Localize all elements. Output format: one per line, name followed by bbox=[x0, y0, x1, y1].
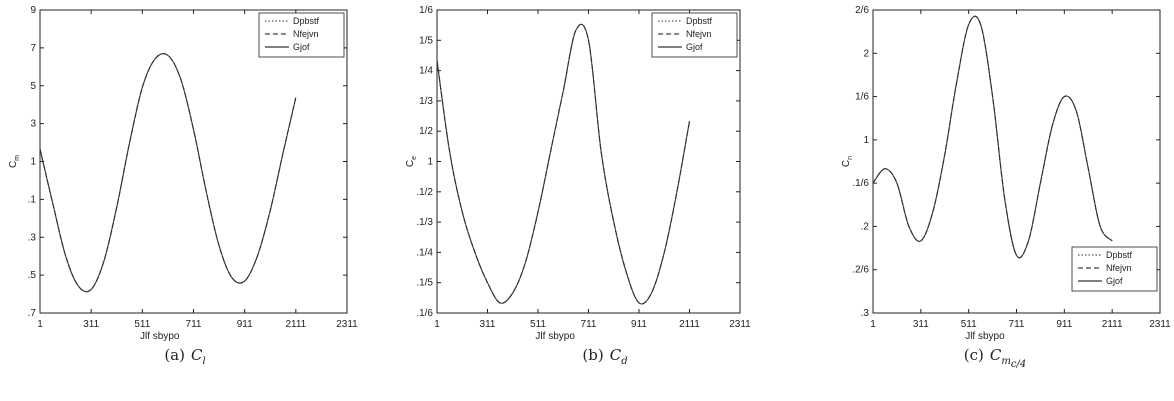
legend-label-2: Nfejvn bbox=[293, 29, 319, 39]
x-tick-label: 911 bbox=[631, 319, 647, 330]
x-tick-label: 511 bbox=[961, 319, 977, 330]
y-axis-label: Ce bbox=[405, 156, 418, 167]
y-tick-label: 1/6 bbox=[419, 5, 433, 16]
y-tick-label: .1/3 bbox=[416, 217, 433, 228]
y-tick-label: 7 bbox=[30, 43, 36, 54]
legend-label-1: Dpbstf bbox=[686, 16, 713, 26]
y-axis-label-group: Cm bbox=[8, 155, 21, 168]
series-line-1 bbox=[872, 15, 1113, 259]
x-tick-label: 1 bbox=[870, 319, 876, 330]
x-tick-label: 2311 bbox=[729, 319, 751, 330]
x-tick-label: 711 bbox=[186, 319, 202, 330]
series-line-3 bbox=[436, 23, 690, 305]
chart-panel-b: 1 311 511 711 911 2111 2311 1/6 1/5 1/4 1/3 1/2 1.1/… bbox=[395, 0, 775, 401]
y-tick-label: 2/6 bbox=[855, 5, 869, 16]
x-tick-label: 2111 bbox=[1102, 319, 1123, 330]
y-tick-label: 1/4 bbox=[419, 66, 433, 77]
x-axis-label: Jlf sbypo bbox=[965, 331, 1005, 342]
y-axis-label-sub: n bbox=[847, 156, 854, 160]
x-tick-label: 711 bbox=[581, 319, 597, 330]
y-tick-label: .2 bbox=[861, 221, 870, 232]
caption-c: (c) Cmc/4 bbox=[885, 346, 1105, 370]
x-tick-label: 2111 bbox=[285, 319, 306, 330]
caption-c-subscript: m bbox=[1001, 356, 1011, 367]
caption-a-symbol: C bbox=[190, 346, 203, 364]
caption-c-symbol: C bbox=[989, 346, 1002, 364]
caption-a: (a) Cl bbox=[75, 346, 295, 367]
y-tick-label: 1/2 bbox=[419, 126, 433, 137]
legend-label-2: Nfejvn bbox=[1106, 263, 1132, 273]
legend-label-2: Nfejvn bbox=[686, 29, 712, 39]
series-line-1 bbox=[436, 23, 691, 305]
x-tick-label: 1 bbox=[37, 319, 43, 330]
x-tick-label: 311 bbox=[480, 319, 496, 330]
y-tick-label: .5 bbox=[28, 270, 37, 281]
chart-panel-a: 1 311 511 711 911 2111 2311 9 7 5 3 1 .1 .3 .5 .7 Jlf sb… bbox=[0, 0, 380, 401]
y-tick-label: 1 bbox=[863, 135, 869, 146]
y-axis-label: Cn bbox=[841, 156, 854, 167]
legend-label-1: Dpbstf bbox=[1106, 250, 1133, 260]
x-tick-label: 511 bbox=[134, 319, 150, 330]
series-line-3 bbox=[872, 15, 1113, 259]
x-tick-label: 2111 bbox=[679, 319, 700, 330]
y-axis-label: Cm bbox=[8, 155, 21, 168]
y-axis-label-group: Cn bbox=[841, 156, 854, 167]
caption-a-tag: (a) bbox=[164, 346, 185, 364]
series-line-2 bbox=[436, 23, 691, 305]
x-axis-label: Jlf sbypo bbox=[140, 331, 180, 342]
x-tick-label: 1 bbox=[434, 319, 440, 330]
caption-c-tag: (c) bbox=[963, 346, 984, 364]
chart-a-svg: 1 311 511 711 911 2111 2311 9 7 5 3 1 .1 .3 .5 .7 Jlf sb… bbox=[8, 5, 358, 342]
y-axis-label-sub: e bbox=[411, 156, 418, 160]
caption-a-subscript: l bbox=[202, 356, 206, 367]
y-tick-label: .7 bbox=[28, 308, 37, 319]
y-tick-label: 3 bbox=[30, 119, 36, 130]
x-axis-label: Jlf sbypo bbox=[535, 331, 575, 342]
y-tick-label: .1/6 bbox=[416, 308, 433, 319]
y-tick-label: .1/2 bbox=[416, 187, 433, 198]
y-tick-label: 1/5 bbox=[419, 35, 433, 46]
y-tick-label: .1/6 bbox=[852, 178, 869, 189]
caption-b-subscript: d bbox=[621, 356, 628, 367]
caption-b: (b) Cd bbox=[495, 346, 715, 367]
legend-label-3: Gjof bbox=[1106, 276, 1123, 286]
series-line-3 bbox=[39, 53, 297, 293]
y-tick-label: 1 bbox=[427, 157, 433, 168]
y-tick-label: .3 bbox=[861, 308, 870, 319]
y-tick-label: .1 bbox=[28, 194, 37, 205]
series-line-2 bbox=[872, 15, 1113, 259]
x-tick-label: 711 bbox=[1009, 319, 1025, 330]
y-tick-label: 2 bbox=[863, 48, 869, 59]
y-tick-label: .3 bbox=[28, 232, 37, 243]
chart-b-svg: 1 311 511 711 911 2111 23111/61/51/41/31/21.1/… bbox=[405, 5, 751, 342]
legend-label-3: Gjof bbox=[293, 42, 310, 52]
x-tick-label: 2311 bbox=[336, 319, 358, 330]
legend-label-3: Gjof bbox=[686, 42, 703, 52]
y-tick-label: .1/4 bbox=[416, 247, 433, 258]
chart-c-svg: 1 311 511 711 911 2111 2311 2/6 2 1/6 1 .1/6 .2 .2/6.… bbox=[841, 5, 1171, 342]
y-tick-label: 1/3 bbox=[419, 96, 433, 107]
y-tick-label: 1/6 bbox=[855, 92, 869, 103]
y-axis-label-group: Ce bbox=[405, 156, 418, 167]
x-tick-label: 2311 bbox=[1149, 319, 1171, 330]
y-tick-label: 1 bbox=[30, 157, 36, 168]
legend-box bbox=[651, 12, 738, 58]
y-tick-label: 5 bbox=[30, 81, 36, 92]
caption-c-subsubscript: c/4 bbox=[1010, 359, 1027, 370]
legend-label-1: Dpbstf bbox=[293, 16, 320, 26]
x-tick-label: 311 bbox=[83, 319, 99, 330]
x-tick-label: 911 bbox=[1056, 319, 1072, 330]
x-tick-label: 911 bbox=[237, 319, 253, 330]
legend-box bbox=[1071, 246, 1158, 292]
caption-b-tag: (b) bbox=[582, 346, 604, 364]
y-axis-label-sub: m bbox=[14, 155, 21, 161]
y-tick-label: 9 bbox=[30, 5, 36, 16]
y-tick-label: .2/6 bbox=[852, 265, 869, 276]
legend-box bbox=[258, 12, 345, 58]
x-tick-label: 511 bbox=[530, 319, 546, 330]
y-tick-label: .1/5 bbox=[416, 278, 433, 289]
chart-panel-c: 1 311 511 711 911 2111 2311 2/6 2 1/6 1 .1/6 .2 .2/6.… bbox=[790, 0, 1171, 401]
x-tick-label: 311 bbox=[913, 319, 929, 330]
caption-b-symbol: C bbox=[609, 346, 622, 364]
